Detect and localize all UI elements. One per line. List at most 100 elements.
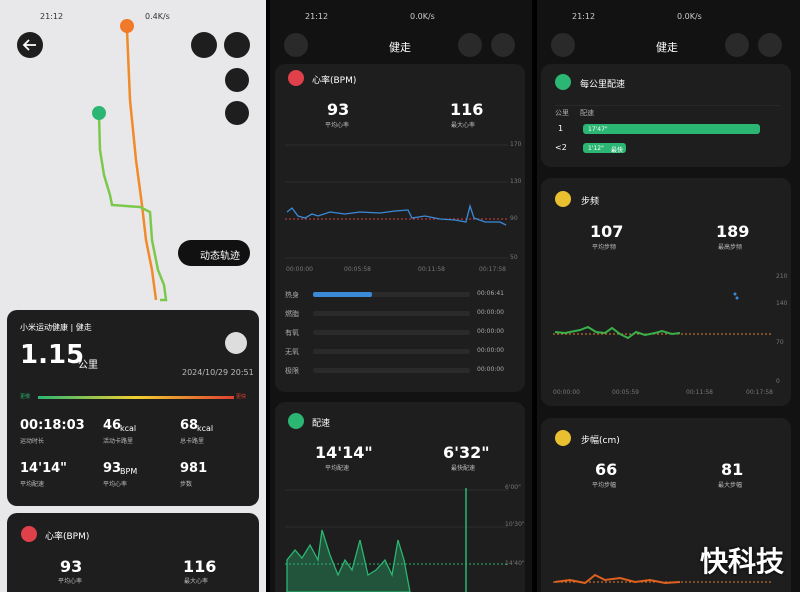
cadence-card — [541, 178, 791, 406]
y-label: 170 — [510, 141, 522, 148]
label: 平均步频 — [592, 244, 617, 251]
x-label: 00:05:59 — [612, 389, 639, 396]
track-button[interactable]: 动态轨迹 — [200, 251, 240, 262]
pace-icon — [288, 413, 304, 429]
stride-line — [554, 573, 681, 585]
x-label: 00:17:58 — [479, 266, 506, 273]
locate-button[interactable] — [225, 68, 249, 92]
stat-value: 68 — [180, 418, 199, 433]
heart-card — [275, 64, 525, 392]
label: 最高步频 — [718, 244, 743, 251]
more-button[interactable] — [758, 33, 782, 57]
zone-name: 极限 — [285, 367, 299, 375]
page-title: 健走 — [656, 41, 678, 54]
more-button[interactable] — [224, 32, 250, 58]
label: 最大步幅 — [718, 482, 743, 489]
zone-time: 00:06:41 — [477, 290, 504, 297]
avg-heart: 93 — [327, 100, 350, 119]
more-button[interactable] — [491, 33, 515, 57]
label: 平均心率 — [325, 122, 350, 129]
status-time: 21:12 — [572, 12, 596, 21]
back-button[interactable] — [284, 33, 308, 57]
card-title: 每公里配速 — [580, 80, 626, 90]
card-title: 小米运动健康 | 健走 — [20, 323, 92, 332]
track-button-bg[interactable] — [178, 240, 250, 266]
stat-value: 00:18:03 — [20, 418, 85, 433]
km: <2 — [555, 143, 567, 152]
y-label: 0 — [776, 378, 780, 385]
avatar — [225, 332, 247, 354]
zone-name: 燃脂 — [285, 310, 299, 318]
fastest-badge: 最快 — [611, 147, 624, 154]
y-label: 70 — [776, 339, 784, 346]
stat-unit: BPM — [120, 467, 138, 476]
stride-card — [541, 418, 791, 592]
share-button[interactable] — [458, 33, 482, 57]
status-time: 21:12 — [40, 12, 64, 21]
max-cadence: 189 — [716, 222, 750, 241]
share-button[interactable] — [191, 32, 217, 58]
stat-label: 平均配速 — [20, 481, 45, 488]
km-bar — [583, 143, 626, 153]
status-speed: 0.4K/s — [145, 12, 170, 21]
route — [97, 114, 168, 302]
distance-unit: 公里 — [78, 360, 98, 371]
stat-unit: kcal — [197, 424, 214, 433]
x-label: 00:00:00 — [553, 389, 580, 396]
avg-stride: 66 — [595, 460, 618, 479]
watermark: 快科技 — [700, 545, 785, 578]
y-label: 90 — [510, 215, 518, 222]
max-heart: 116 — [183, 557, 217, 576]
back-button[interactable] — [551, 33, 575, 57]
stat-value: 93 — [103, 461, 122, 476]
label: 最快配速 — [451, 465, 476, 472]
stat-value: 981 — [180, 461, 208, 476]
stat-unit: kcal — [120, 424, 137, 433]
zone-time: 00:00:00 — [477, 347, 504, 354]
km-card — [541, 64, 791, 167]
status-time: 21:12 — [305, 12, 329, 21]
max-heart: 116 — [450, 100, 484, 119]
card-title: 步幅(cm) — [581, 436, 620, 446]
heart-line — [286, 203, 507, 226]
stat-value: 14'14" — [20, 461, 67, 476]
route — [125, 29, 158, 301]
x-label: 00:11:58 — [418, 266, 445, 273]
share-button[interactable] — [725, 33, 749, 57]
stat-label: 总卡路里 — [180, 438, 205, 445]
heart-icon — [21, 526, 37, 542]
end-pin — [120, 19, 134, 33]
pace-area — [286, 529, 411, 592]
layer-button[interactable] — [225, 101, 249, 125]
max-stride: 81 — [721, 460, 744, 479]
heart-icon — [288, 70, 304, 86]
pace-icon — [555, 74, 571, 90]
km-pace: 17'47" — [588, 126, 608, 133]
grid — [285, 144, 508, 528]
avg-heart: 93 — [60, 557, 83, 576]
column-header: 配速 — [580, 109, 594, 117]
avg-pace: 14'14" — [315, 443, 373, 462]
card-title: 配速 — [312, 419, 331, 429]
zone-name: 无氧 — [285, 348, 299, 356]
label: 平均配速 — [325, 465, 350, 472]
y-label: 6'00" — [505, 484, 521, 491]
stat-label: 平均心率 — [103, 481, 128, 488]
heart-card — [7, 513, 259, 592]
card-title: 心率(BPM) — [312, 76, 357, 86]
km: 1 — [558, 124, 564, 133]
slow-label: 更慢 — [20, 394, 31, 400]
page-title: 健走 — [389, 41, 411, 54]
y-label: 14'40" — [505, 560, 525, 567]
label: 平均步幅 — [592, 482, 617, 489]
best-pace: 6'32" — [443, 443, 490, 462]
column-header: 公里 — [555, 109, 569, 117]
date: 2024/10/29 20:51 — [182, 368, 254, 377]
label: 平均心率 — [58, 578, 83, 585]
label: 最大心率 — [184, 578, 209, 585]
stat-label: 活动卡路里 — [103, 438, 134, 445]
cadence-icon — [555, 191, 571, 207]
stride-icon — [555, 430, 571, 446]
x-label: 00:11:58 — [686, 389, 713, 396]
